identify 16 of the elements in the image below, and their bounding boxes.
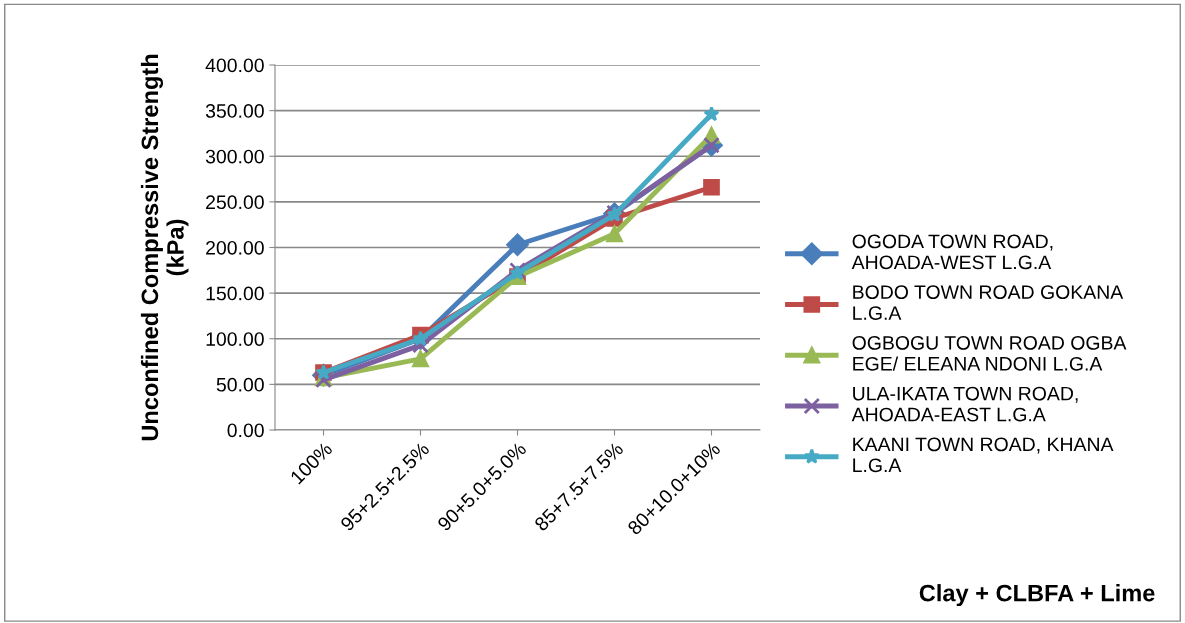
legend-label: ULA-IKATA TOWN ROAD, AHOADA-EAST L.G.A bbox=[851, 386, 1078, 422]
legend-label: OGODA TOWN ROAD, AHOADA-WEST L.G.A bbox=[851, 234, 1053, 270]
y-axis-title: Unconfined Compressive Strength (kPa) bbox=[140, 54, 189, 441]
y-tick-label: 100.00 bbox=[206, 332, 264, 346]
y-tick-label: 250.00 bbox=[206, 195, 264, 210]
y-tick-label: 300.00 bbox=[205, 149, 264, 164]
y-tick-label: 0.00 bbox=[227, 423, 264, 438]
y-tick-label: 400.00 bbox=[205, 58, 264, 73]
legend-label: KAANI TOWN ROAD, KHANA L.G.A bbox=[853, 437, 1114, 473]
y-tick-label: 150.00 bbox=[206, 286, 264, 301]
y-tick-label: 50.00 bbox=[216, 377, 264, 392]
y-tick-label: 200.00 bbox=[206, 240, 264, 255]
y-tick-label: 350.00 bbox=[205, 104, 264, 118]
legend-label: OGBOGU TOWN ROAD OGBA EGE/ ELEANA NDONI L.G.A bbox=[852, 335, 1127, 371]
legend-label: BODO TOWN ROAD GOKANA L.G.A bbox=[853, 285, 1124, 320]
text: Clay + CLBFA + Lime bbox=[919, 584, 1155, 607]
